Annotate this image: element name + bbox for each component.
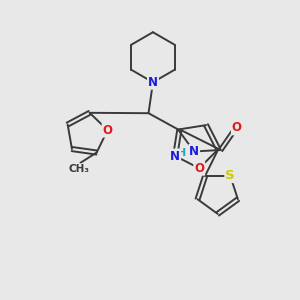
Text: H: H (177, 148, 186, 158)
Text: N: N (170, 149, 180, 163)
Text: N: N (148, 76, 158, 89)
Text: N: N (189, 145, 199, 158)
Text: CH₃: CH₃ (68, 164, 89, 174)
Text: O: O (232, 122, 242, 134)
Text: O: O (194, 162, 204, 175)
Text: S: S (225, 169, 235, 182)
Text: O: O (103, 124, 112, 136)
